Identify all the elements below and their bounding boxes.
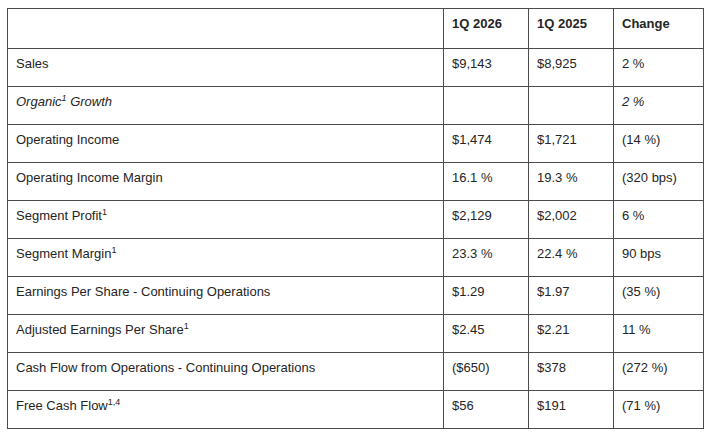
value-change: 6 %	[614, 201, 704, 239]
row-label-text: Operating Income Margin	[16, 170, 163, 185]
table-row-cash-flow-operations: Cash Flow from Operations - Continuing O…	[8, 353, 704, 391]
row-label: Free Cash Flow1,4	[8, 391, 444, 429]
row-label-text: Segment Margin	[16, 246, 111, 261]
row-label: Operating Income Margin	[8, 163, 444, 201]
value-1q2025: $1,721	[529, 125, 614, 163]
value-1q2026: $2.45	[444, 315, 529, 353]
value-change: 2 %	[614, 49, 704, 87]
row-label: Segment Profit1	[8, 201, 444, 239]
value-change: (71 %)	[614, 391, 704, 429]
row-label: Operating Income	[8, 125, 444, 163]
table-row-segment-profit: Segment Profit1 $2,129 $2,002 6 %	[8, 201, 704, 239]
column-header-1q2026: 1Q 2026	[444, 9, 529, 49]
row-label-text: Cash Flow from Operations - Continuing O…	[16, 360, 315, 375]
value-1q2025: $378	[529, 353, 614, 391]
table-row-adjusted-eps: Adjusted Earnings Per Share1 $2.45 $2.21…	[8, 315, 704, 353]
row-label-suffix: Growth	[67, 94, 113, 109]
value-1q2026: 16.1 %	[444, 163, 529, 201]
row-label-text: Segment Profit	[16, 208, 102, 223]
column-header-metric	[8, 9, 444, 49]
column-header-1q2025: 1Q 2025	[529, 9, 614, 49]
table-row-operating-income-margin: Operating Income Margin 16.1 % 19.3 % (3…	[8, 163, 704, 201]
row-label: Organic1 Growth	[8, 87, 444, 125]
value-1q2025: 22.4 %	[529, 239, 614, 277]
value-1q2025: $8,925	[529, 49, 614, 87]
value-1q2026: $56	[444, 391, 529, 429]
footnote-marker: 1	[111, 245, 116, 255]
value-1q2026: $9,143	[444, 49, 529, 87]
table-row-organic-growth: Organic1 Growth 2 %	[8, 87, 704, 125]
column-header-change: Change	[614, 9, 704, 49]
value-1q2026: $1,474	[444, 125, 529, 163]
value-1q2026: 23.3 %	[444, 239, 529, 277]
value-1q2025	[529, 87, 614, 125]
value-change: (272 %)	[614, 353, 704, 391]
value-change: (320 bps)	[614, 163, 704, 201]
value-change: 90 bps	[614, 239, 704, 277]
row-label-text: Organic	[16, 94, 62, 109]
row-label: Segment Margin1	[8, 239, 444, 277]
row-label-text: Free Cash Flow	[16, 398, 108, 413]
table-row-sales: Sales $9,143 $8,925 2 %	[8, 49, 704, 87]
value-1q2026: ($650)	[444, 353, 529, 391]
footnote-marker: 1	[184, 321, 189, 331]
header-row: 1Q 2026 1Q 2025 Change	[8, 9, 704, 49]
value-1q2025: $2.21	[529, 315, 614, 353]
financial-results-table: 1Q 2026 1Q 2025 Change Sales $9,143 $8,9…	[7, 8, 704, 429]
row-label-text: Adjusted Earnings Per Share	[16, 322, 184, 337]
value-1q2026: $1.29	[444, 277, 529, 315]
financial-results-table-container: 1Q 2026 1Q 2025 Change Sales $9,143 $8,9…	[7, 8, 704, 429]
value-1q2025: $2,002	[529, 201, 614, 239]
table-row-operating-income: Operating Income $1,474 $1,721 (14 %)	[8, 125, 704, 163]
footnote-marker: 1	[102, 207, 107, 217]
value-change: (14 %)	[614, 125, 704, 163]
value-change: 2 %	[614, 87, 704, 125]
value-change: (35 %)	[614, 277, 704, 315]
row-label: Cash Flow from Operations - Continuing O…	[8, 353, 444, 391]
value-change: 11 %	[614, 315, 704, 353]
table-row-eps-continuing: Earnings Per Share - Continuing Operatio…	[8, 277, 704, 315]
table-row-free-cash-flow: Free Cash Flow1,4 $56 $191 (71 %)	[8, 391, 704, 429]
value-1q2025: $1.97	[529, 277, 614, 315]
value-1q2025: 19.3 %	[529, 163, 614, 201]
value-1q2026	[444, 87, 529, 125]
row-label: Earnings Per Share - Continuing Operatio…	[8, 277, 444, 315]
row-label: Adjusted Earnings Per Share1	[8, 315, 444, 353]
row-label-text: Sales	[16, 56, 49, 71]
row-label-text: Operating Income	[16, 132, 119, 147]
table-row-segment-margin: Segment Margin1 23.3 % 22.4 % 90 bps	[8, 239, 704, 277]
row-label-text: Earnings Per Share - Continuing Operatio…	[16, 284, 270, 299]
footnote-marker: 1,4	[108, 397, 121, 407]
row-label: Sales	[8, 49, 444, 87]
value-1q2026: $2,129	[444, 201, 529, 239]
value-1q2025: $191	[529, 391, 614, 429]
